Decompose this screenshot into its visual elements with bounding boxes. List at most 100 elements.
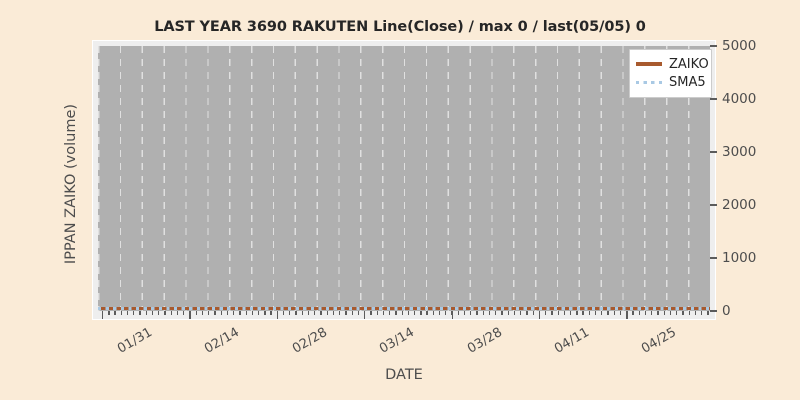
x-tick-minor xyxy=(158,311,160,315)
legend-item-sma5[interactable]: SMA5 xyxy=(636,73,706,91)
x-tick-minor xyxy=(657,311,659,315)
x-tick-minor xyxy=(613,311,615,315)
x-tick-minor xyxy=(476,311,478,315)
chart-legend[interactable]: ZAIKO SMA5 xyxy=(629,49,712,98)
x-tick-minor xyxy=(438,311,441,315)
x-tick-minor xyxy=(345,311,347,315)
x-tick-label: 02/14 xyxy=(202,325,243,357)
x-tick-minor xyxy=(432,311,435,315)
x-tick-minor xyxy=(601,311,603,315)
x-tick-minor xyxy=(513,311,516,315)
x-tick-minor xyxy=(126,311,129,315)
x-tick-label: 03/14 xyxy=(377,325,418,357)
x-tick-minor xyxy=(563,311,566,315)
x-tick-minor xyxy=(251,311,254,315)
x-tick-minor xyxy=(663,311,665,315)
x-tick-minor xyxy=(114,311,116,315)
x-tick-minor xyxy=(270,311,272,315)
x-tick-minor xyxy=(314,311,316,315)
x-tick-minor xyxy=(170,311,172,315)
y-tick-mark xyxy=(710,45,717,47)
y-tick-mark xyxy=(710,151,717,153)
x-tick-minor xyxy=(501,311,503,315)
y-tick-label: 1000 xyxy=(722,250,757,266)
y-tick-label: 0 xyxy=(722,303,731,319)
y-tick-mark xyxy=(710,257,717,259)
x-tick-minor xyxy=(588,311,591,315)
x-tick-minor xyxy=(457,311,459,315)
x-tick-major xyxy=(276,311,279,319)
y-tick-mark xyxy=(710,204,717,206)
x-tick-label: 01/31 xyxy=(115,325,155,357)
x-tick-minor xyxy=(357,311,360,315)
x-tick-minor xyxy=(545,311,547,315)
x-tick-minor xyxy=(245,311,247,315)
x-tick-minor xyxy=(682,311,684,315)
x-tick-minor xyxy=(370,311,372,315)
x-tick-minor xyxy=(482,311,484,315)
x-tick-minor xyxy=(669,311,672,315)
y-tick-label: 3000 xyxy=(722,144,757,160)
x-tick-minor xyxy=(289,311,291,315)
x-tick-minor xyxy=(414,311,416,315)
x-tick-minor xyxy=(532,311,534,315)
x-tick-minor xyxy=(233,311,235,315)
x-tick-minor xyxy=(445,311,447,315)
x-tick-minor xyxy=(133,311,135,315)
x-tick-minor xyxy=(264,311,266,315)
x-tick-minor xyxy=(619,311,622,315)
x-tick-minor xyxy=(351,311,353,315)
x-tick-minor xyxy=(282,311,285,315)
legend-item-zaiko[interactable]: ZAIKO xyxy=(636,55,709,73)
x-tick-minor xyxy=(339,311,341,315)
x-tick-minor xyxy=(382,311,385,315)
x-tick-minor xyxy=(520,311,522,315)
x-tick-minor xyxy=(389,311,391,315)
x-tick-minor xyxy=(688,311,690,315)
x-tick-minor xyxy=(307,311,310,315)
legend-label-sma5: SMA5 xyxy=(669,74,706,90)
x-tick-major xyxy=(626,311,628,319)
x-tick-label: 04/11 xyxy=(552,325,592,357)
y-axis-title: IPPAN ZAIKO (volume) xyxy=(63,103,79,265)
y-tick-mark xyxy=(710,310,717,312)
x-tick-minor xyxy=(401,311,403,315)
x-tick-minor xyxy=(526,311,528,315)
x-tick-minor xyxy=(632,311,634,315)
x-tick-minor xyxy=(420,311,422,315)
x-tick-minor xyxy=(607,311,609,315)
x-tick-minor xyxy=(295,311,297,315)
x-tick-minor xyxy=(507,311,509,315)
legend-swatch-sma5 xyxy=(636,80,662,84)
x-tick-minor xyxy=(183,311,185,315)
x-tick-minor xyxy=(145,311,147,315)
x-tick-minor xyxy=(576,311,578,315)
x-tick-label: 04/25 xyxy=(639,325,680,357)
x-tick-minor xyxy=(638,311,640,315)
vertical-gridlines xyxy=(98,46,710,311)
x-tick-minor xyxy=(201,311,204,315)
x-tick-label: 02/28 xyxy=(289,325,330,357)
x-tick-minor xyxy=(195,311,197,315)
x-tick-minor xyxy=(239,311,241,315)
x-tick-minor xyxy=(582,311,584,315)
x-tick-minor xyxy=(226,311,229,315)
x-tick-minor xyxy=(701,311,703,315)
x-tick-minor xyxy=(376,311,378,315)
x-tick-minor xyxy=(164,311,166,315)
x-tick-minor xyxy=(644,311,647,315)
plot-area xyxy=(98,46,710,311)
x-tick-minor xyxy=(320,311,322,315)
y-tick-mark xyxy=(710,98,717,100)
legend-label-zaiko: ZAIKO xyxy=(669,56,709,72)
x-tick-minor xyxy=(326,311,328,315)
x-tick-major xyxy=(364,311,366,319)
series-line-sma5 xyxy=(98,306,710,310)
y-tick-label: 2000 xyxy=(722,197,757,213)
y-tick-label: 4000 xyxy=(722,91,757,107)
x-tick-minor xyxy=(426,311,428,315)
x-axis: 01/31 02/14 02/28 03/14 03/28 04/11 04/25 xyxy=(98,311,710,357)
x-tick-major xyxy=(102,311,104,319)
x-tick-minor xyxy=(594,311,597,315)
